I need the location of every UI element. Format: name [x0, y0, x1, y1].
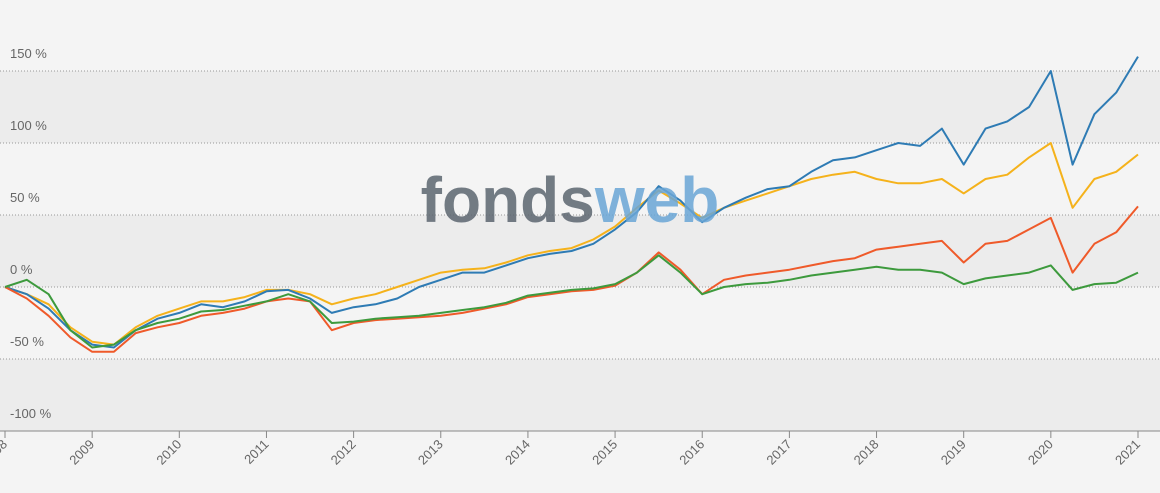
y-tick-label: 150 %: [10, 46, 47, 61]
band: [0, 71, 1160, 143]
y-tick-label: 0 %: [10, 262, 33, 277]
band: [0, 143, 1160, 215]
bands: [0, 71, 1160, 431]
x-tick-label: 2008: [0, 437, 10, 468]
band: [0, 215, 1160, 287]
watermark-part: fonds: [421, 164, 595, 236]
watermark: fondsweb: [421, 164, 720, 236]
series-line: [4, 205, 1139, 353]
y-tick-label: -50 %: [10, 334, 44, 349]
y-tick-label: -100 %: [10, 406, 52, 421]
band: [0, 287, 1160, 359]
series-line: [4, 142, 1139, 346]
watermark-part: web: [594, 164, 719, 236]
y-tick-label: 100 %: [10, 118, 47, 133]
series-line: [4, 56, 1139, 349]
band: [0, 359, 1160, 431]
series-line: [4, 254, 1139, 349]
y-tick-label: 50 %: [10, 190, 40, 205]
